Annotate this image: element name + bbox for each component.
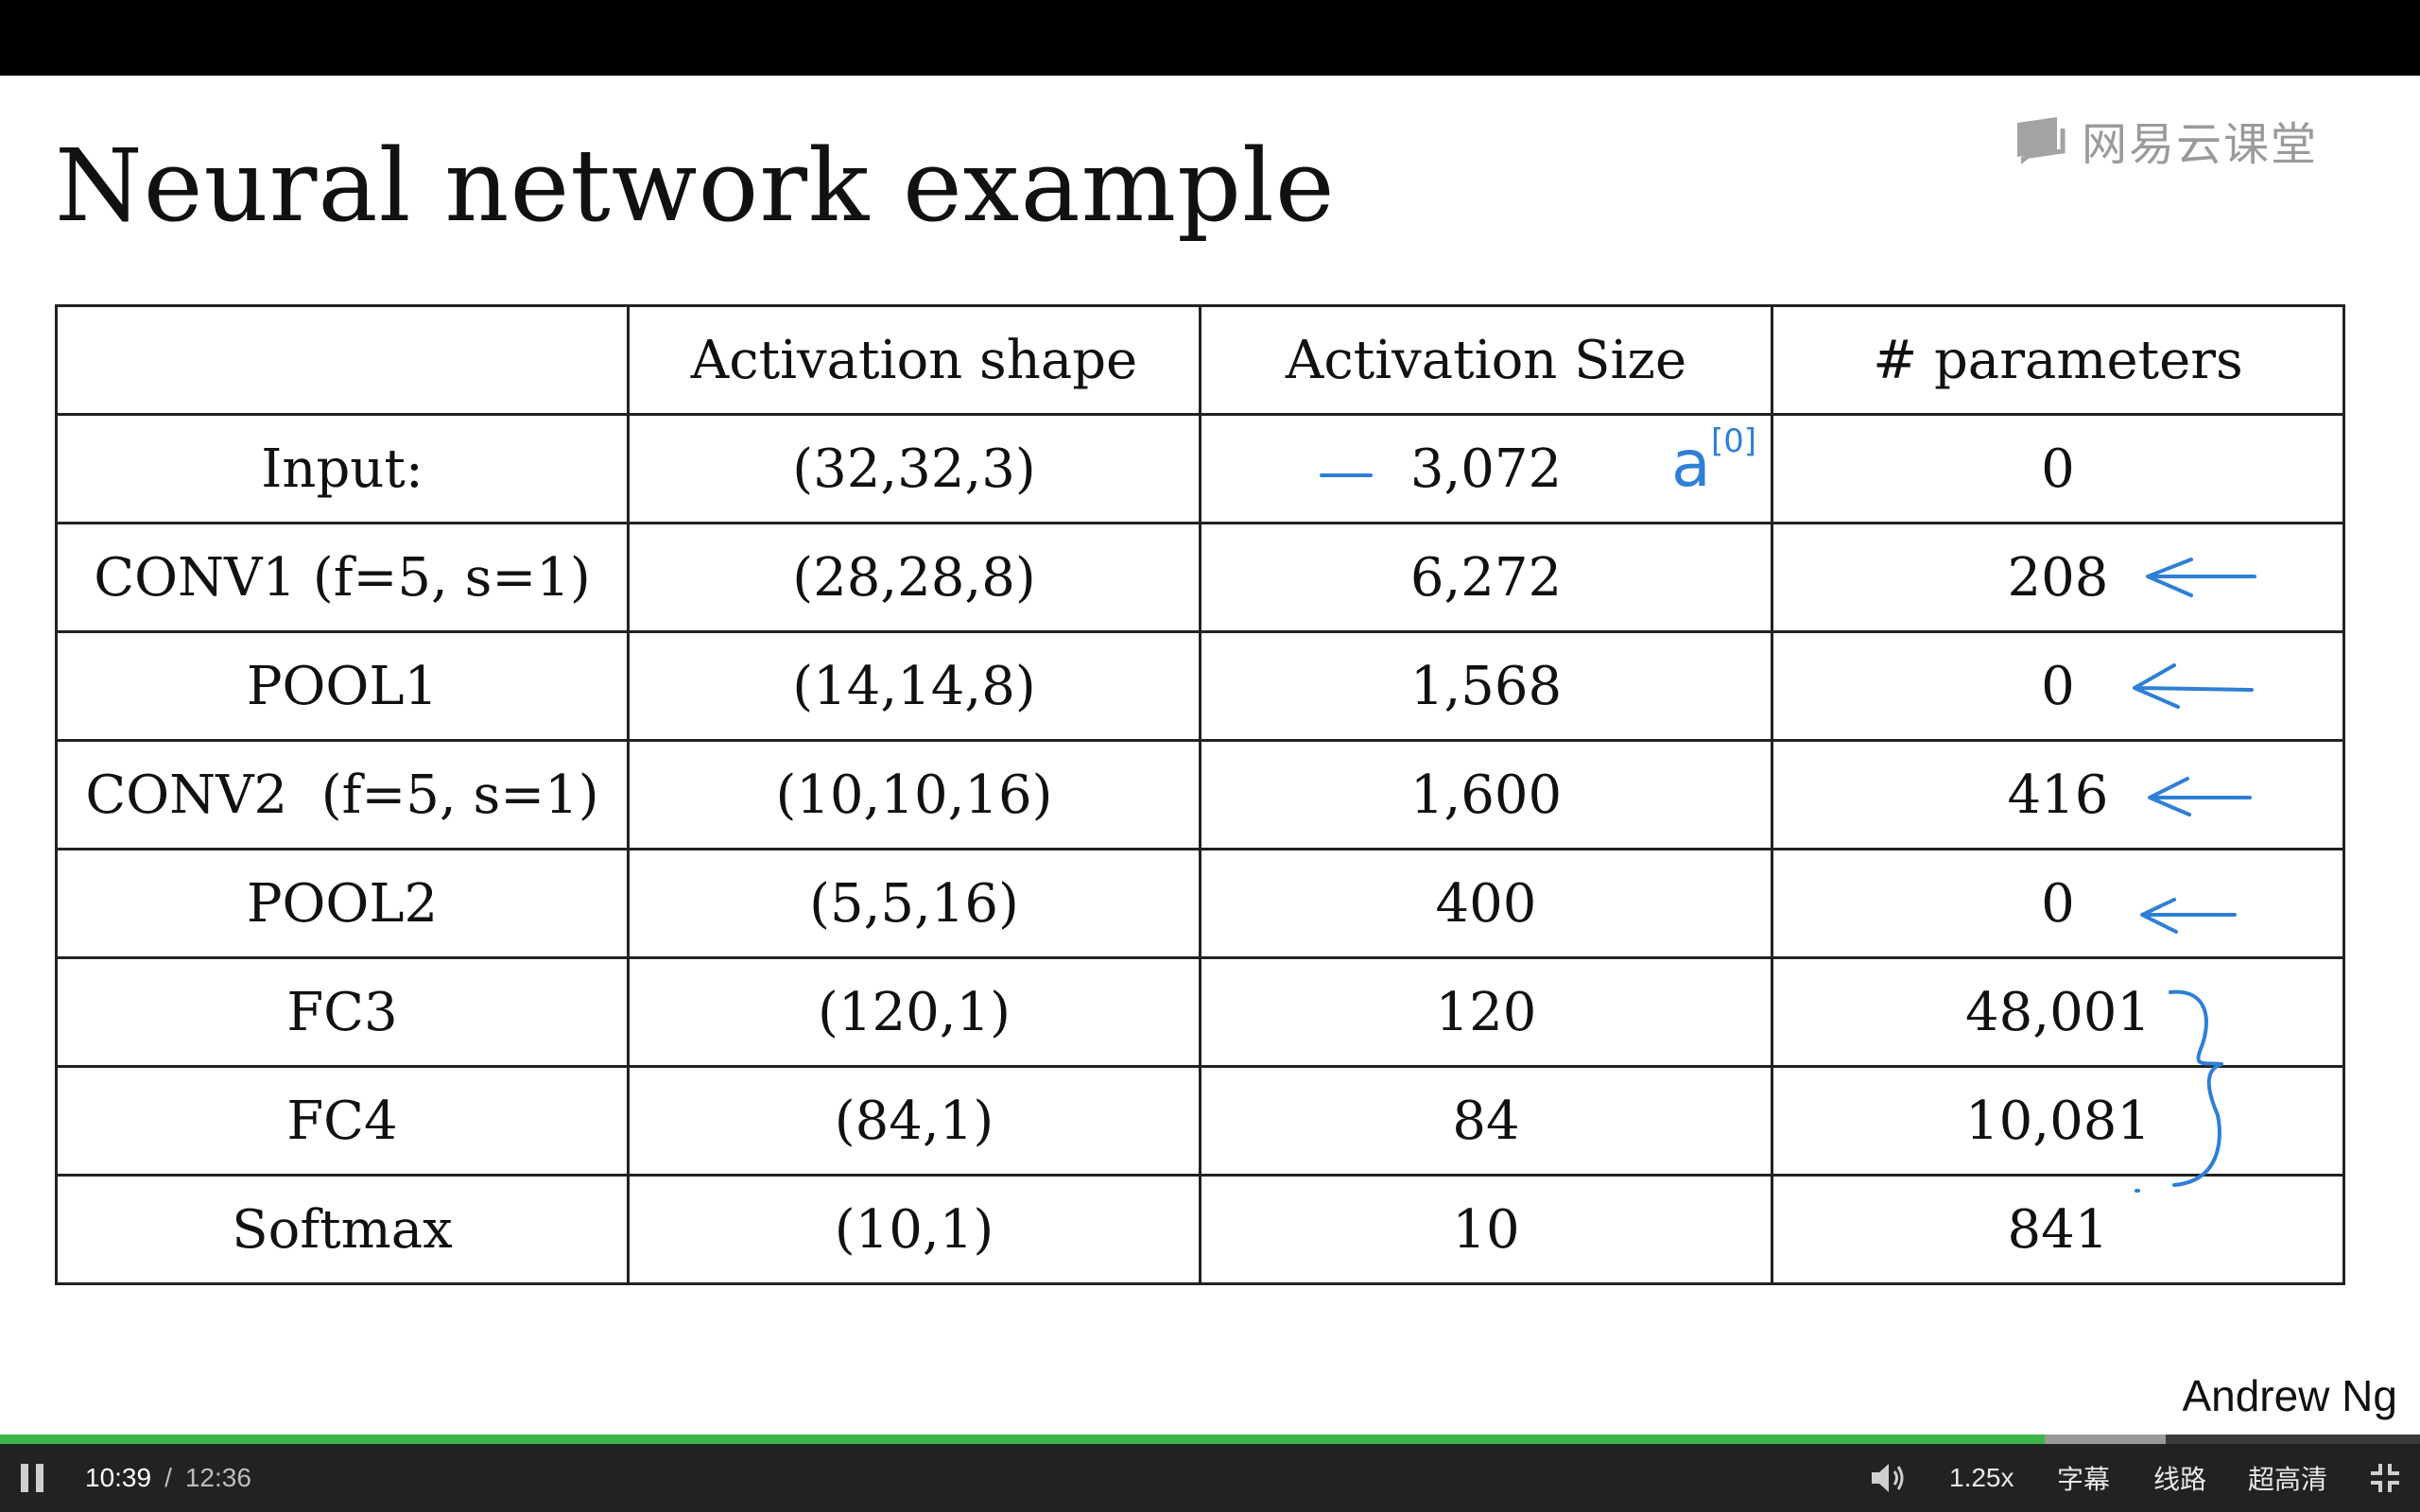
- shape-cell: (10,10,16): [627, 739, 1201, 850]
- shape-cell: (28,28,8): [627, 522, 1201, 633]
- layer-cell: POOL2: [55, 848, 630, 959]
- shape-cell: (10,1): [627, 1174, 1201, 1285]
- size-cell: 400: [1199, 848, 1773, 959]
- route-button[interactable]: 线路: [2153, 1465, 2207, 1494]
- table-row: FC4 (84,1) 84 10,081: [55, 1065, 2345, 1177]
- params-cell: 208: [1771, 522, 2345, 633]
- layer-cell: POOL1: [55, 630, 630, 742]
- progress-played: [0, 1435, 2046, 1444]
- params-cell: 0: [1771, 413, 2345, 524]
- time-separator: /: [164, 1463, 172, 1492]
- size-cell: 84: [1199, 1065, 1773, 1177]
- table-row: POOL2 (5,5,16) 400 0: [55, 848, 2345, 959]
- size-cell: 1,568: [1199, 630, 1773, 742]
- size-cell: 10: [1199, 1174, 1773, 1285]
- params-cell: 841: [1771, 1174, 2345, 1285]
- shape-cell: (5,5,16): [627, 848, 1201, 959]
- pause-button[interactable]: [17, 1444, 47, 1512]
- book-icon: [2017, 117, 2066, 164]
- params-cell: 0: [1771, 630, 2345, 742]
- size-cell: 120: [1199, 956, 1773, 1068]
- shape-cell: (84,1): [627, 1065, 1201, 1177]
- quality-button[interactable]: 超高清: [2248, 1465, 2328, 1494]
- shape-cell: (120,1): [627, 956, 1201, 1068]
- table-row: Input: (32,32,3) 3,072 0: [55, 413, 2345, 524]
- layer-cell: Softmax: [55, 1174, 630, 1285]
- params-cell: 0: [1771, 848, 2345, 959]
- layer-cell: FC4: [55, 1065, 630, 1177]
- params-cell: 48,001: [1771, 956, 2345, 1068]
- exit-fullscreen-button[interactable]: [2369, 1444, 2401, 1512]
- params-cell: 416: [1771, 739, 2345, 850]
- logo-text: 网易云课堂: [2082, 118, 2319, 171]
- table-row: POOL1 (14,14,8) 1,568 0: [55, 630, 2345, 742]
- pause-icon: [21, 1464, 28, 1492]
- subtitles-button[interactable]: 字幕: [2057, 1465, 2111, 1494]
- size-cell: 6,272: [1199, 522, 1773, 633]
- layer-cell: Input:: [55, 413, 630, 524]
- table-row: CONV2 (f=5, s=1) (10,10,16) 1,600 416: [55, 739, 2345, 850]
- layer-cell: CONV2 (f=5, s=1): [55, 739, 630, 850]
- volume-button[interactable]: [1870, 1444, 1908, 1512]
- player-control-bar: 10:39 / 12:36 1.25x 字幕 线路 超高清: [0, 1444, 2420, 1512]
- header-parameters: # parameters: [1771, 304, 2345, 416]
- size-cell: 1,600: [1199, 739, 1773, 850]
- table-row: CONV1 (f=5, s=1) (28,28,8) 6,272 208: [55, 522, 2345, 633]
- total-time: 12:36: [184, 1463, 251, 1492]
- volume-icon: [1872, 1464, 1904, 1492]
- current-time: 10:39: [85, 1463, 152, 1492]
- layer-cell: FC3: [55, 956, 630, 1068]
- progress-bar[interactable]: [0, 1435, 2420, 1444]
- shape-cell: (14,14,8): [627, 630, 1201, 742]
- shape-cell: (32,32,3): [627, 413, 1201, 524]
- time-display: 10:39 / 12:36: [85, 1444, 251, 1512]
- table-row: FC3 (120,1) 120 48,001: [55, 956, 2345, 1068]
- header-activation-size: Activation Size: [1199, 304, 1773, 416]
- header-activation-shape: Activation shape: [627, 304, 1201, 416]
- params-cell: 10,081: [1771, 1065, 2345, 1177]
- logo: 网易云课堂: [2014, 112, 2318, 171]
- layer-cell: CONV1 (f=5, s=1): [55, 522, 630, 633]
- size-cell: 3,072: [1199, 413, 1773, 524]
- exit-fullscreen-icon: [2371, 1464, 2399, 1492]
- slide: Neural network example 网易云课堂 Activation …: [0, 76, 2420, 1436]
- network-table: Activation shape Activation Size # param…: [55, 304, 2345, 1285]
- table-row: Softmax (10,1) 10 841: [55, 1174, 2345, 1285]
- speed-button[interactable]: 1.25x: [1949, 1463, 2014, 1492]
- table-header-row: Activation shape Activation Size # param…: [55, 304, 2345, 416]
- header-cell-blank: [55, 304, 630, 416]
- pause-icon: [36, 1464, 43, 1492]
- slide-title: Neural network example: [55, 128, 1336, 244]
- author-credit: Andrew Ng: [2182, 1371, 2397, 1420]
